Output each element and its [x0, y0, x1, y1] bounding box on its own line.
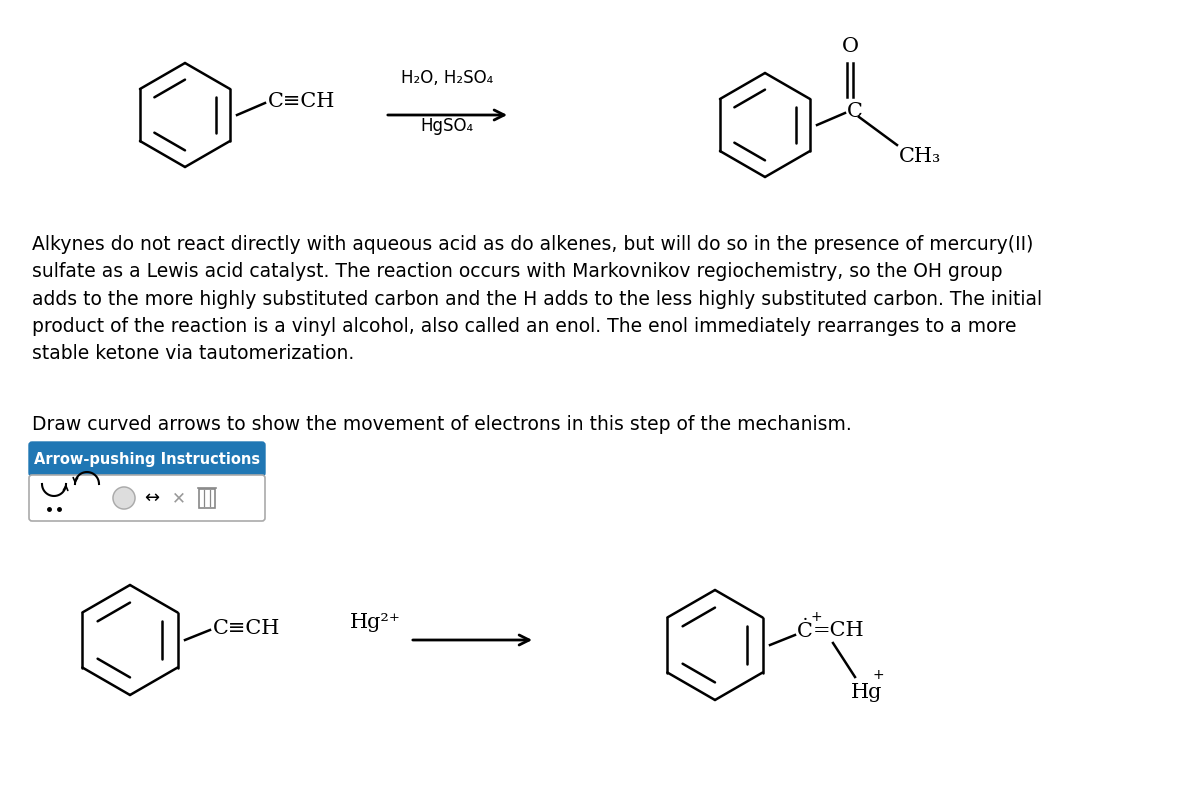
Text: ✕: ✕ [172, 489, 186, 507]
Text: CH₃: CH₃ [899, 147, 941, 166]
Text: H₂O, H₂SO₄: H₂O, H₂SO₄ [401, 69, 493, 87]
Text: ↔: ↔ [144, 489, 160, 507]
Text: +: + [811, 610, 823, 624]
Text: Alkynes do not react directly with aqueous acid as do alkenes, but will do so in: Alkynes do not react directly with aqueo… [32, 235, 1042, 363]
Text: Hg²⁺: Hg²⁺ [350, 612, 401, 631]
Text: C≡CH: C≡CH [268, 91, 335, 110]
Text: C: C [847, 102, 863, 121]
Text: Hg: Hg [851, 683, 882, 702]
Text: O: O [841, 36, 858, 55]
Text: Ċ: Ċ [797, 622, 812, 641]
Text: +: + [874, 668, 884, 682]
Circle shape [113, 487, 134, 509]
Text: Draw curved arrows to show the movement of electrons in this step of the mechani: Draw curved arrows to show the movement … [32, 415, 852, 434]
FancyBboxPatch shape [29, 442, 265, 476]
Text: HgSO₄: HgSO₄ [420, 117, 474, 135]
Text: Arrow-pushing Instructions: Arrow-pushing Instructions [34, 452, 260, 466]
FancyBboxPatch shape [29, 475, 265, 521]
Text: =CH: =CH [814, 622, 865, 641]
Text: C≡CH: C≡CH [214, 619, 281, 637]
